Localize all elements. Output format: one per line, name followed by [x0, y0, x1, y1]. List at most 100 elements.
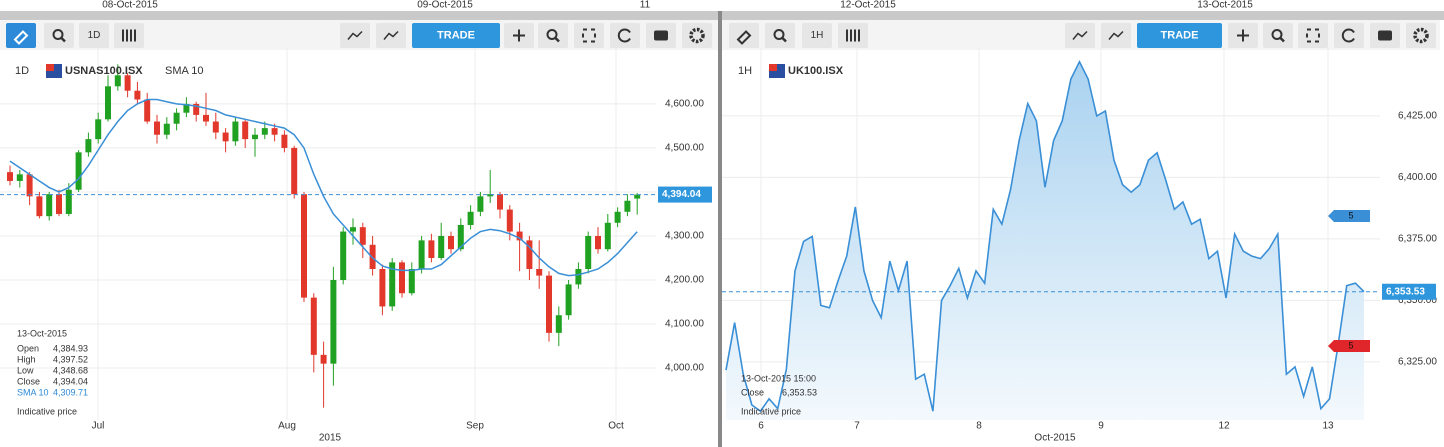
candle-body: [604, 222, 611, 250]
legend-interval: 1D: [15, 65, 29, 77]
toolbar-button[interactable]: [1298, 23, 1328, 48]
last-price-tag: [1382, 283, 1436, 300]
interval-button-label: 1D: [88, 30, 101, 41]
candle-body: [320, 354, 327, 364]
candle-body: [85, 139, 92, 153]
toolbar-button[interactable]: [6, 23, 36, 48]
candle-body: [16, 174, 23, 181]
icon: [773, 29, 785, 40]
candle-body: [595, 235, 601, 250]
candle-body: [438, 235, 445, 258]
order-marker-label: 5: [1348, 340, 1353, 350]
y-tick-label: 4,300.00: [665, 231, 704, 242]
candle-body: [379, 268, 386, 307]
info-label: Open: [17, 343, 39, 353]
flag-icon: [769, 64, 777, 71]
candle-body: [222, 132, 229, 142]
y-tick-label: 6,425.00: [1398, 111, 1437, 122]
candle-body: [340, 231, 347, 281]
candle-body: [56, 194, 62, 214]
toolbar-button[interactable]: [114, 23, 144, 48]
toolbar-button[interactable]: [44, 23, 74, 48]
candle-body: [301, 194, 307, 298]
candle-body: [26, 174, 33, 197]
toolbar-button[interactable]: [802, 23, 832, 48]
price-line: [725, 59, 1365, 413]
y-tick-label: 4,200.00: [665, 275, 704, 286]
toolbar-button[interactable]: [765, 23, 795, 48]
candle-body: [7, 172, 13, 181]
candle-body: [183, 103, 190, 113]
trade-button-label: TRADE: [1161, 29, 1199, 41]
candle-body: [585, 235, 592, 269]
candle-body: [634, 194, 641, 199]
icon: [52, 29, 64, 40]
icon: [781, 36, 787, 43]
divider: [718, 11, 722, 447]
candle-body: [359, 227, 366, 245]
last-price-tag: [658, 186, 712, 203]
icon: [13, 30, 29, 45]
x-tick-label: 9: [1098, 421, 1104, 432]
info-value: 4,348.68: [53, 365, 88, 375]
candle-body: [271, 128, 278, 135]
candle-body: [497, 194, 503, 210]
toolbar-button[interactable]: [729, 23, 759, 48]
info-note: Indicative price: [741, 406, 801, 416]
icon: [60, 36, 66, 43]
icon: [617, 28, 631, 43]
icon: [689, 27, 705, 44]
candle-body: [163, 123, 170, 135]
toolbar-button[interactable]: [838, 23, 868, 48]
candle-body: [526, 240, 533, 269]
info-label: High: [17, 354, 36, 364]
candle-body: [408, 268, 415, 294]
info-value: 6,353.53: [782, 387, 817, 397]
toolbar-button[interactable]: [538, 23, 568, 48]
icon: [554, 36, 560, 43]
legend-symbol: UK100.ISX: [788, 65, 844, 77]
trade-button[interactable]: [412, 23, 500, 48]
x-tick-label: 8: [976, 421, 982, 432]
toolbar-button[interactable]: [1263, 23, 1293, 48]
candle-body: [330, 280, 337, 364]
order-marker-label: 5: [1348, 210, 1353, 220]
top-date: 08-Oct-2015: [102, 0, 158, 11]
toolbar-button[interactable]: [682, 23, 712, 48]
toolbar-button[interactable]: [574, 23, 604, 48]
candle-body: [575, 268, 582, 285]
candle-body: [261, 128, 268, 135]
sma-line: [9, 98, 638, 277]
candle-body: [232, 121, 239, 142]
info-value: 4,394.04: [53, 376, 88, 386]
info-date: 13-Oct-2015: [17, 328, 67, 338]
toolbar-button[interactable]: [79, 23, 109, 48]
icon: [1271, 29, 1283, 40]
trade-button[interactable]: [1137, 23, 1222, 48]
y-tick-label: 6,350.00: [1398, 295, 1437, 306]
info-date: 13-Oct-2015 15:00: [741, 373, 816, 383]
icon: [654, 30, 668, 41]
candle-body: [477, 196, 484, 212]
candle-body: [555, 315, 562, 333]
candle-body: [95, 119, 102, 140]
area-fill: [726, 61, 1364, 421]
interval-button-label: 1H: [811, 30, 824, 41]
icon: [383, 30, 399, 40]
candle-body: [144, 99, 151, 122]
x-tick-label: 7: [854, 421, 860, 432]
x-axis-title: Oct-2015: [1034, 433, 1076, 444]
icon: [736, 30, 752, 45]
candle-body: [291, 147, 298, 195]
y-tick-label: 6,325.00: [1398, 357, 1437, 368]
candle-body: [134, 90, 141, 100]
candle-body: [203, 114, 209, 122]
toolbar-button[interactable]: [1334, 23, 1364, 48]
candle-body: [65, 189, 72, 214]
toolbar-button[interactable]: [610, 23, 640, 48]
toolbar-button[interactable]: [1406, 23, 1436, 48]
candle-body: [212, 121, 219, 133]
candle-body: [389, 262, 396, 307]
candle-body: [154, 121, 160, 135]
